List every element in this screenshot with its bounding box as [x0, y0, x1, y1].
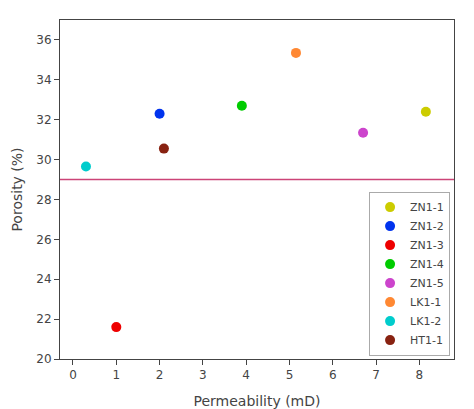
- svg-text:ZN1-2: ZN1-2: [410, 220, 444, 233]
- svg-text:ZN1-1: ZN1-1: [410, 201, 444, 214]
- svg-text:3: 3: [199, 368, 207, 382]
- svg-text:0: 0: [69, 368, 77, 382]
- svg-text:LK1-1: LK1-1: [410, 296, 441, 309]
- svg-text:LK1-2: LK1-2: [410, 315, 441, 328]
- svg-text:26: 26: [36, 233, 51, 247]
- svg-text:7: 7: [372, 368, 380, 382]
- svg-text:1: 1: [112, 368, 120, 382]
- svg-text:22: 22: [36, 312, 51, 326]
- svg-text:30: 30: [36, 153, 51, 167]
- svg-text:HT1-1: HT1-1: [410, 334, 443, 347]
- svg-text:28: 28: [36, 193, 51, 207]
- svg-text:8: 8: [416, 368, 424, 382]
- svg-text:ZN1-5: ZN1-5: [410, 277, 444, 290]
- svg-text:ZN1-4: ZN1-4: [410, 258, 444, 271]
- svg-text:5: 5: [286, 368, 294, 382]
- svg-text:Permeability (mD): Permeability (mD): [193, 393, 320, 409]
- svg-text:4: 4: [242, 368, 250, 382]
- svg-text:Porosity (%): Porosity (%): [9, 147, 25, 231]
- svg-text:36: 36: [36, 33, 51, 47]
- svg-text:ZN1-3: ZN1-3: [410, 239, 444, 252]
- svg-text:20: 20: [36, 352, 51, 366]
- svg-text:34: 34: [36, 73, 51, 87]
- svg-text:6: 6: [329, 368, 337, 382]
- svg-text:32: 32: [36, 113, 51, 127]
- svg-text:2: 2: [156, 368, 164, 382]
- svg-text:24: 24: [36, 272, 51, 286]
